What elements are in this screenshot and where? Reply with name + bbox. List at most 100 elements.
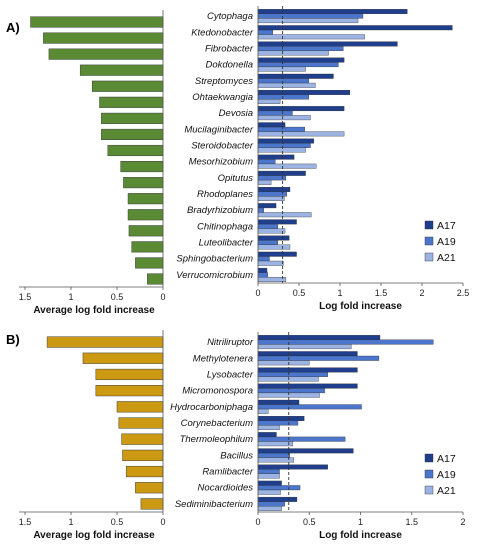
average-bar-10 (123, 177, 164, 189)
legend-label-A17: A17 (437, 453, 456, 465)
bar-A19-3 (257, 388, 325, 394)
bar-A19-0 (257, 339, 434, 345)
category-label-7: Bacillus (220, 450, 253, 461)
bar-A19-9 (257, 159, 276, 165)
panel-b: B) 1.5 1 0.5 0 Average log fold increase Nitri… (6, 330, 466, 541)
average-bar-4 (91, 80, 164, 92)
bar-A19-14 (257, 240, 278, 245)
average-bar-14 (131, 241, 164, 253)
bar-A17-5 (257, 90, 351, 95)
average-bar-4 (116, 401, 164, 413)
category-label-9: Mesorhizobium (189, 157, 253, 168)
detail-tick-label-1: 0.5 (293, 288, 306, 298)
bar-A17-16 (257, 267, 268, 273)
bar-A17-9 (257, 480, 282, 486)
category-label-14: Luteolibacter (199, 238, 254, 249)
bar-A21-8 (257, 147, 306, 153)
category-label-8: Steroidobacter (191, 141, 254, 152)
bar-A21-0 (257, 344, 352, 350)
category-label-5: Corynebacterium (181, 418, 253, 429)
bar-A21-11 (257, 196, 285, 201)
category-label-13: Chitinophaga (197, 221, 253, 232)
bar-A21-13 (257, 228, 286, 234)
average-bar-5 (118, 417, 164, 429)
bar-A21-0 (257, 18, 359, 24)
average-bar-8 (107, 144, 164, 157)
legend-label-A19: A19 (437, 236, 456, 248)
legend-swatch-A19 (424, 469, 434, 479)
average-bar-0 (46, 336, 164, 348)
average-tick-label-1: 1 (68, 517, 73, 527)
bar-A17-0 (257, 335, 381, 341)
average-bar-6 (101, 112, 164, 124)
category-label-12: Bradyrhizobium (187, 205, 253, 216)
average-bar-3 (79, 64, 164, 76)
bar-A17-7 (257, 122, 286, 128)
bar-A19-8 (257, 143, 311, 148)
legend-label-A17: A17 (437, 220, 456, 232)
bar-A17-12 (257, 203, 277, 209)
bar-A17-3 (257, 57, 345, 63)
average-bar-1 (82, 352, 164, 364)
average-bar-7 (122, 449, 164, 461)
legend-swatch-A21 (424, 252, 434, 262)
category-label-15: Sphingobacterium (176, 254, 253, 265)
detail-tick-label-3: 1.5 (405, 517, 418, 527)
average-bar-1 (43, 32, 164, 44)
bar-A21-1 (257, 360, 310, 366)
bar-A21-4 (257, 408, 269, 414)
average-tick-label-1: 1 (68, 292, 73, 302)
average-bar-12 (127, 209, 164, 221)
average-bar-15 (135, 257, 164, 269)
bar-A17-0 (257, 9, 408, 14)
average-bar-6 (121, 433, 164, 445)
bar-A17-11 (257, 187, 291, 192)
bar-A17-1 (257, 351, 358, 357)
detail-tick-label-5: 2.5 (457, 288, 470, 298)
bar-A21-5 (257, 425, 280, 430)
category-label-8: Ramlibacter (202, 467, 254, 478)
bar-A19-6 (257, 110, 293, 116)
bar-A19-15 (257, 256, 270, 262)
panel-label: B) (6, 332, 20, 347)
category-label-4: Hydrocarboniphaga (170, 402, 253, 413)
bar-A19-12 (257, 207, 264, 213)
category-label-1: Methylotenera (193, 353, 253, 364)
bar-A19-5 (257, 94, 310, 100)
bar-A17-10 (257, 170, 306, 176)
bar-A19-2 (257, 46, 344, 51)
bar-A21-15 (257, 260, 284, 266)
bar-A17-10 (257, 496, 298, 502)
average-bar-9 (120, 161, 164, 173)
bar-A21-12 (257, 212, 312, 218)
average-bar-10 (140, 498, 164, 510)
bar-A17-15 (257, 251, 297, 257)
bar-A19-6 (257, 436, 346, 442)
bar-A21-8 (257, 473, 280, 479)
bar-A17-8 (257, 138, 314, 144)
bar-A19-4 (257, 404, 362, 410)
bar-A17-13 (257, 219, 297, 225)
bar-A17-4 (257, 73, 334, 79)
average-bar-16 (147, 273, 164, 285)
legend-swatch-A17 (424, 453, 434, 463)
average-bar-7 (101, 128, 164, 140)
bar-A17-2 (257, 367, 358, 373)
category-label-6: Devosia (219, 108, 253, 119)
bar-A21-7 (257, 131, 345, 137)
bar-A21-10 (257, 505, 282, 511)
detail-tick-label-1: 0.5 (303, 517, 316, 527)
detail-tick-label-2: 1 (358, 517, 363, 527)
bar-A19-3 (257, 62, 339, 68)
bar-A19-13 (257, 223, 278, 229)
category-label-11: Rhodoplanes (197, 189, 253, 200)
bar-A17-14 (257, 235, 290, 241)
bar-A17-7 (257, 448, 354, 454)
detail-x-axis-label: Log fold increase (319, 530, 402, 541)
bar-A21-6 (257, 441, 294, 447)
bar-A19-10 (257, 175, 287, 181)
bar-A21-14 (257, 244, 291, 250)
bar-A21-16 (257, 277, 287, 282)
detail-tick-label-4: 2 (419, 288, 424, 298)
